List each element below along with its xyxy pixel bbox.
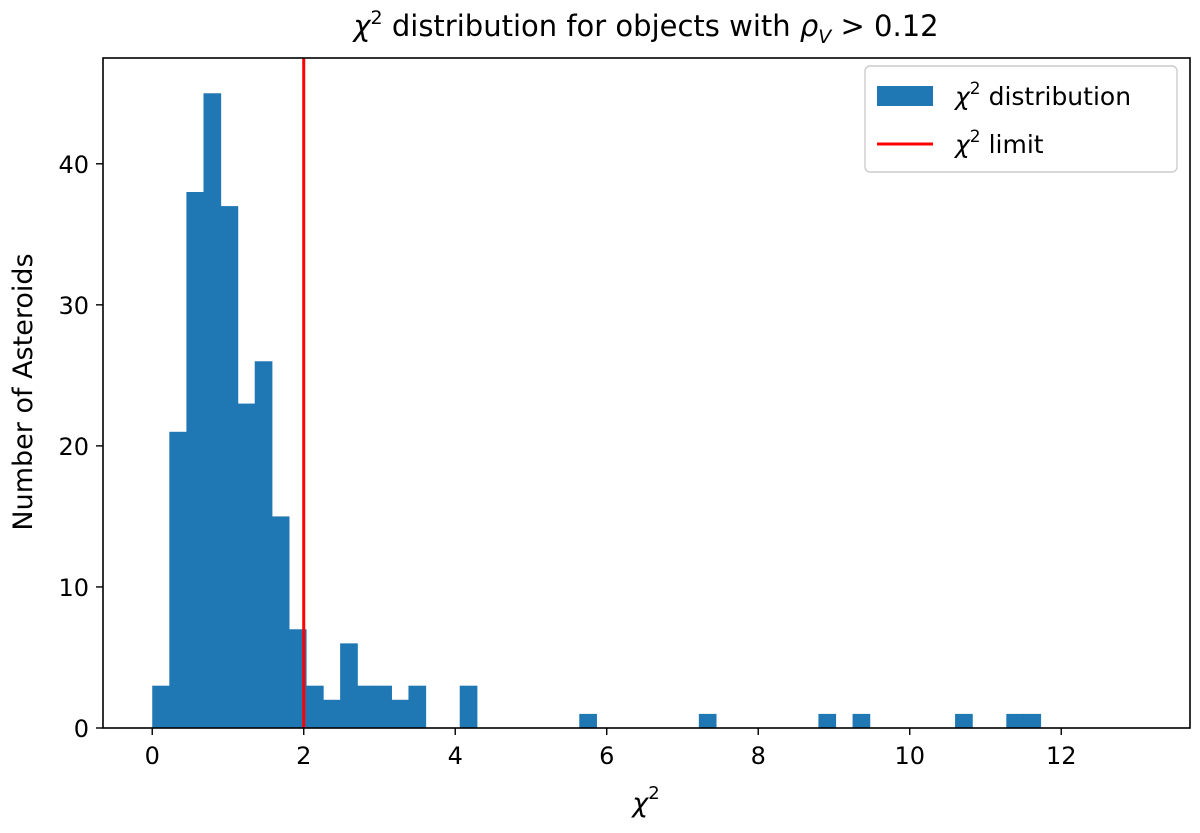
histogram-bar [220, 206, 239, 728]
histogram-bar [852, 713, 871, 728]
y-axis-label: Number of Asteroids [8, 253, 39, 530]
y-axis-ticks: 0 10 20 30 40 [58, 151, 103, 743]
title-rho-subscript: V [818, 26, 833, 48]
x-axis-label: χ2 [630, 783, 659, 819]
y-tick-label: 20 [58, 433, 89, 461]
legend-label-limit: χ2 limit [953, 127, 1044, 159]
histogram-bar [340, 643, 358, 728]
x-label-exponent: 2 [648, 783, 659, 804]
histogram-bar [305, 685, 324, 728]
histogram-bar [323, 699, 341, 728]
histogram-bar [186, 192, 205, 728]
histogram-bar [955, 713, 973, 728]
title-chi-exponent: 2 [371, 7, 383, 29]
x-tick-label: 8 [751, 742, 766, 770]
histogram-bar [203, 93, 222, 728]
x-tick-label: 6 [599, 742, 614, 770]
legend-distribution-patch [877, 86, 933, 106]
x-tick-label: 2 [296, 742, 311, 770]
legend: χ2 distribution χ2 limit [864, 65, 1178, 173]
y-tick-label: 30 [58, 292, 89, 320]
x-label-chi: χ [630, 788, 649, 819]
x-axis-ticks: 0 2 4 6 8 10 12 [145, 728, 1077, 770]
histogram-bar [271, 516, 290, 728]
y-tick-label: 40 [58, 151, 89, 179]
histogram-bar [579, 713, 597, 728]
chart-title: χ2 distribution for objects with ρV > 0.… [351, 7, 938, 48]
histogram-bar [391, 699, 410, 728]
legend-label-distribution: χ2 distribution [953, 79, 1131, 111]
x-tick-label: 4 [448, 742, 463, 770]
title-rest: > 0.12 [831, 9, 938, 43]
histogram-bar [254, 361, 273, 728]
y-tick-label: 10 [58, 574, 89, 602]
title-chi-symbol: χ [351, 9, 372, 43]
histogram-bar [818, 713, 837, 728]
histogram-bar [408, 685, 427, 728]
histogram-bar [152, 685, 170, 728]
histogram-bar [237, 403, 256, 728]
histogram-bars [152, 93, 1042, 728]
histogram-bar [374, 685, 392, 728]
histogram-bar [357, 685, 375, 728]
histogram-bar [1023, 713, 1042, 728]
plot-frame [102, 57, 1191, 729]
x-tick-label: 10 [894, 742, 925, 770]
x-tick-label: 12 [1046, 742, 1077, 770]
y-tick-label: 0 [74, 715, 89, 743]
histogram-bar [698, 713, 717, 728]
title-rho-symbol: ρ [800, 9, 819, 43]
title-text: distribution for objects with [383, 9, 800, 43]
x-tick-label: 0 [145, 742, 160, 770]
histogram-bar [169, 431, 187, 728]
legend-box [864, 65, 1178, 173]
histogram-bar [1006, 713, 1024, 728]
histogram-bar [459, 685, 478, 728]
histogram-bar [288, 629, 307, 728]
